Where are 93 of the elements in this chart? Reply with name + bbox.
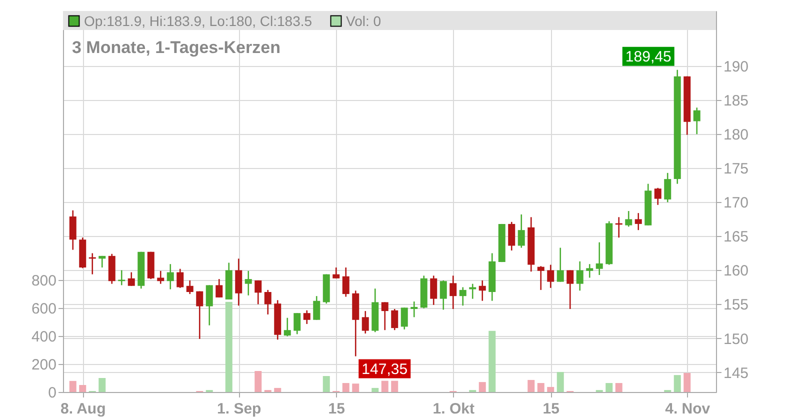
y-tick-label: 155 bbox=[724, 296, 749, 314]
bar bbox=[322, 376, 330, 392]
candlestick bbox=[157, 270, 164, 284]
candlestick bbox=[235, 258, 242, 306]
y-tick-label: 150 bbox=[724, 330, 749, 348]
candlestick bbox=[410, 300, 418, 318]
y-tick-label: 165 bbox=[724, 228, 749, 246]
bar bbox=[684, 372, 691, 392]
candlestick bbox=[362, 310, 369, 334]
annotation: 147,35 bbox=[362, 360, 408, 378]
candlestick bbox=[264, 289, 272, 316]
candlestick bbox=[400, 306, 408, 330]
text: 3 Monate, 1-Tages-Kerzen bbox=[72, 38, 280, 57]
candlestick bbox=[342, 266, 350, 298]
x-tick-label: 15 bbox=[542, 400, 560, 418]
bar bbox=[606, 383, 613, 392]
bar bbox=[537, 383, 544, 392]
candlestick bbox=[537, 265, 544, 291]
candlestick bbox=[303, 310, 310, 325]
candlestick bbox=[450, 275, 457, 310]
bar bbox=[372, 388, 379, 392]
bar bbox=[69, 380, 76, 392]
candlestick bbox=[508, 221, 516, 252]
x-tick-label: 8. Aug bbox=[60, 400, 106, 418]
candlestick bbox=[196, 290, 204, 340]
candlestick bbox=[440, 280, 447, 310]
candlestick bbox=[625, 210, 632, 228]
bar bbox=[225, 302, 232, 392]
candlestick bbox=[166, 263, 174, 290]
candlestick bbox=[596, 242, 603, 276]
candlestick bbox=[332, 266, 340, 280]
candlestick bbox=[634, 212, 642, 231]
x-tick-label: 15 bbox=[328, 400, 345, 418]
candlestick bbox=[518, 214, 525, 248]
x-tick-label: 1. Sep bbox=[217, 400, 262, 418]
bar bbox=[98, 378, 106, 392]
legend-label: Op:181.9, Hi:183.9, Lo:180, Cl:183.5 bbox=[84, 13, 312, 29]
candlestick bbox=[664, 172, 672, 203]
bar bbox=[391, 380, 398, 392]
bar bbox=[254, 370, 262, 392]
bar bbox=[274, 388, 282, 392]
bar bbox=[381, 380, 388, 392]
candlestick bbox=[576, 260, 584, 292]
bar bbox=[528, 380, 535, 392]
bar bbox=[488, 330, 496, 392]
candlestick bbox=[459, 286, 466, 306]
x-tick-label: 4. Nov bbox=[665, 400, 711, 418]
candlestick bbox=[478, 280, 486, 302]
y-tick-label: 160 bbox=[724, 262, 749, 280]
legend-label: Vol: 0 bbox=[346, 13, 382, 29]
candlestick bbox=[294, 312, 301, 335]
candlestick bbox=[556, 247, 564, 282]
candlestick bbox=[284, 317, 291, 337]
candlestick bbox=[254, 280, 262, 305]
bar bbox=[674, 375, 681, 392]
bar bbox=[79, 384, 86, 392]
bar bbox=[615, 383, 622, 392]
candlestick bbox=[693, 106, 700, 135]
y2-tick-label: 800 bbox=[31, 272, 56, 290]
y-tick-label: 190 bbox=[724, 58, 749, 76]
candlestick bbox=[206, 284, 213, 326]
x-tick-label: 1. Okt bbox=[432, 400, 474, 418]
candlestick bbox=[313, 295, 320, 321]
candlestick bbox=[469, 283, 476, 300]
y-tick-label: 170 bbox=[724, 194, 749, 212]
candlestick bbox=[128, 272, 135, 287]
candlestick bbox=[391, 308, 398, 331]
y2-tick-label: 400 bbox=[31, 328, 56, 346]
y-tick-label: 175 bbox=[724, 160, 749, 178]
candlestick bbox=[244, 270, 252, 296]
candlestick bbox=[381, 302, 388, 331]
candlestick bbox=[654, 187, 662, 206]
candlestick bbox=[586, 263, 594, 278]
y-tick-label: 185 bbox=[724, 92, 749, 110]
candlestick bbox=[118, 270, 126, 286]
y2-tick-label: 0 bbox=[48, 384, 56, 402]
candlestick bbox=[547, 264, 554, 289]
y2-tick-label: 600 bbox=[31, 300, 56, 318]
y-tick-label: 145 bbox=[724, 364, 749, 382]
candlestick bbox=[216, 278, 223, 298]
bar bbox=[352, 384, 360, 392]
annotation: 189,45 bbox=[625, 48, 672, 66]
bar bbox=[478, 382, 486, 392]
candlestick bbox=[176, 268, 184, 289]
candlestick bbox=[566, 270, 574, 310]
candlestick bbox=[186, 280, 194, 295]
candlestick bbox=[430, 275, 438, 306]
y2-tick-label: 200 bbox=[31, 356, 56, 374]
candlestick bbox=[69, 210, 76, 250]
y-tick-label: 180 bbox=[724, 126, 749, 144]
bar bbox=[556, 372, 564, 392]
bar bbox=[547, 386, 554, 392]
bar bbox=[342, 383, 350, 392]
